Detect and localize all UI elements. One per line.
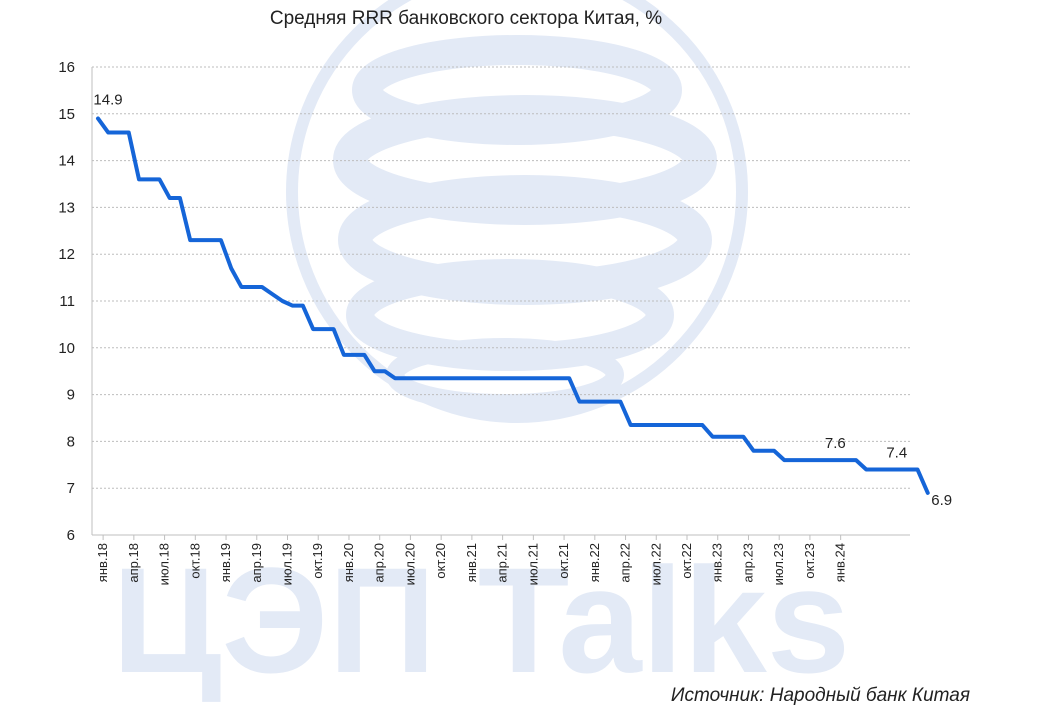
y-tick-label: 10 — [58, 340, 75, 357]
data-labels: 14.9 7.6 7.4 6.9 — [93, 91, 952, 508]
x-tick-label: апр.21 — [495, 543, 510, 583]
x-tick-label: июл.21 — [525, 543, 540, 585]
x-tick-label: окт.19 — [310, 543, 325, 579]
x-tick-label: июл.23 — [771, 543, 786, 585]
globe-logo — [286, 0, 748, 423]
x-tick-label: июл.19 — [280, 543, 295, 585]
x-tick-label: окт.20 — [433, 543, 448, 579]
x-tick-label: апр.19 — [249, 543, 264, 583]
x-tick-label: янв.18 — [95, 543, 110, 582]
y-tick-label: 7 — [67, 480, 75, 497]
x-axis: янв.18 апр.18 июл.18 окт.18 янв.19 апр.19 июл.… — [92, 534, 910, 585]
x-tick-label: янв.22 — [587, 543, 602, 582]
x-tick-label: янв.24 — [833, 543, 848, 582]
x-tick-label: окт.18 — [187, 543, 202, 579]
x-tick-label: апр.23 — [740, 543, 755, 583]
series-line — [96, 116, 930, 495]
x-tick-label: окт.23 — [802, 543, 817, 579]
y-tick-label: 6 — [67, 527, 75, 544]
y-tick-label: 8 — [67, 433, 75, 450]
data-label: 6.9 — [931, 492, 952, 509]
x-tick-label: окт.21 — [556, 543, 571, 579]
x-tick-label: янв.23 — [710, 543, 725, 582]
y-axis: 6 7 8 9 10 11 12 13 14 15 16 — [58, 59, 93, 544]
data-label: 7.4 — [886, 444, 907, 461]
y-tick-label: 13 — [58, 199, 75, 216]
y-tick-label: 11 — [59, 293, 75, 310]
chart-title: Средняя RRR банковского сектора Китая, % — [270, 8, 662, 29]
watermark-text: ЦЭП Talks — [112, 536, 850, 704]
y-tick-label: 9 — [67, 387, 75, 404]
x-tick-label: янв.21 — [464, 543, 479, 582]
y-tick-label: 12 — [58, 246, 75, 263]
y-tick-label: 16 — [58, 59, 75, 76]
x-tick-label: июл.18 — [157, 543, 172, 585]
x-tick-label: окт.22 — [679, 543, 694, 579]
series-line-group — [96, 116, 930, 495]
source-note: Источник: Народный банк Китая — [670, 685, 970, 706]
data-label: 7.6 — [825, 435, 846, 452]
x-tick-label: апр.20 — [372, 543, 387, 583]
y-tick-label: 14 — [58, 153, 75, 170]
x-tick-label: апр.22 — [618, 543, 633, 583]
x-tick-label: янв.19 — [218, 543, 233, 582]
x-tick-label: июл.20 — [402, 543, 417, 585]
data-label: 14.9 — [93, 91, 122, 108]
grid — [92, 66, 910, 489]
x-tick-label: июл.22 — [648, 543, 663, 585]
x-tick-label: апр.18 — [126, 543, 141, 583]
y-tick-label: 15 — [58, 106, 75, 123]
x-tick-label: янв.20 — [341, 543, 356, 582]
